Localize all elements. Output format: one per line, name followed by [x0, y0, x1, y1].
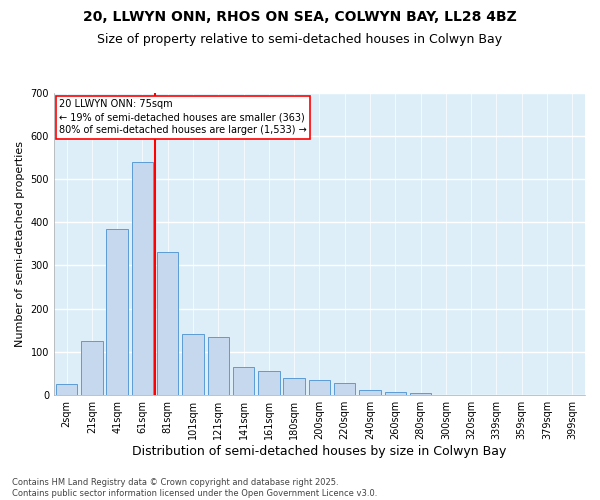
Bar	[385, 392, 406, 394]
Bar	[359, 390, 381, 394]
Bar	[233, 366, 254, 394]
Bar	[81, 341, 103, 394]
Text: 20, LLWYN ONN, RHOS ON SEA, COLWYN BAY, LL28 4BZ: 20, LLWYN ONN, RHOS ON SEA, COLWYN BAY, …	[83, 10, 517, 24]
Bar	[182, 334, 204, 394]
Bar	[56, 384, 77, 394]
Bar	[309, 380, 330, 394]
X-axis label: Distribution of semi-detached houses by size in Colwyn Bay: Distribution of semi-detached houses by …	[132, 444, 506, 458]
Bar	[258, 371, 280, 394]
Text: 20 LLWYN ONN: 75sqm
← 19% of semi-detached houses are smaller (363)
80% of semi-: 20 LLWYN ONN: 75sqm ← 19% of semi-detach…	[59, 99, 307, 136]
Text: Size of property relative to semi-detached houses in Colwyn Bay: Size of property relative to semi-detach…	[97, 32, 503, 46]
Bar	[208, 336, 229, 394]
Text: Contains HM Land Registry data © Crown copyright and database right 2025.
Contai: Contains HM Land Registry data © Crown c…	[12, 478, 377, 498]
Bar	[157, 252, 178, 394]
Bar	[334, 382, 355, 394]
Bar	[131, 162, 153, 394]
Bar	[283, 378, 305, 394]
Bar	[106, 229, 128, 394]
Y-axis label: Number of semi-detached properties: Number of semi-detached properties	[15, 141, 25, 347]
